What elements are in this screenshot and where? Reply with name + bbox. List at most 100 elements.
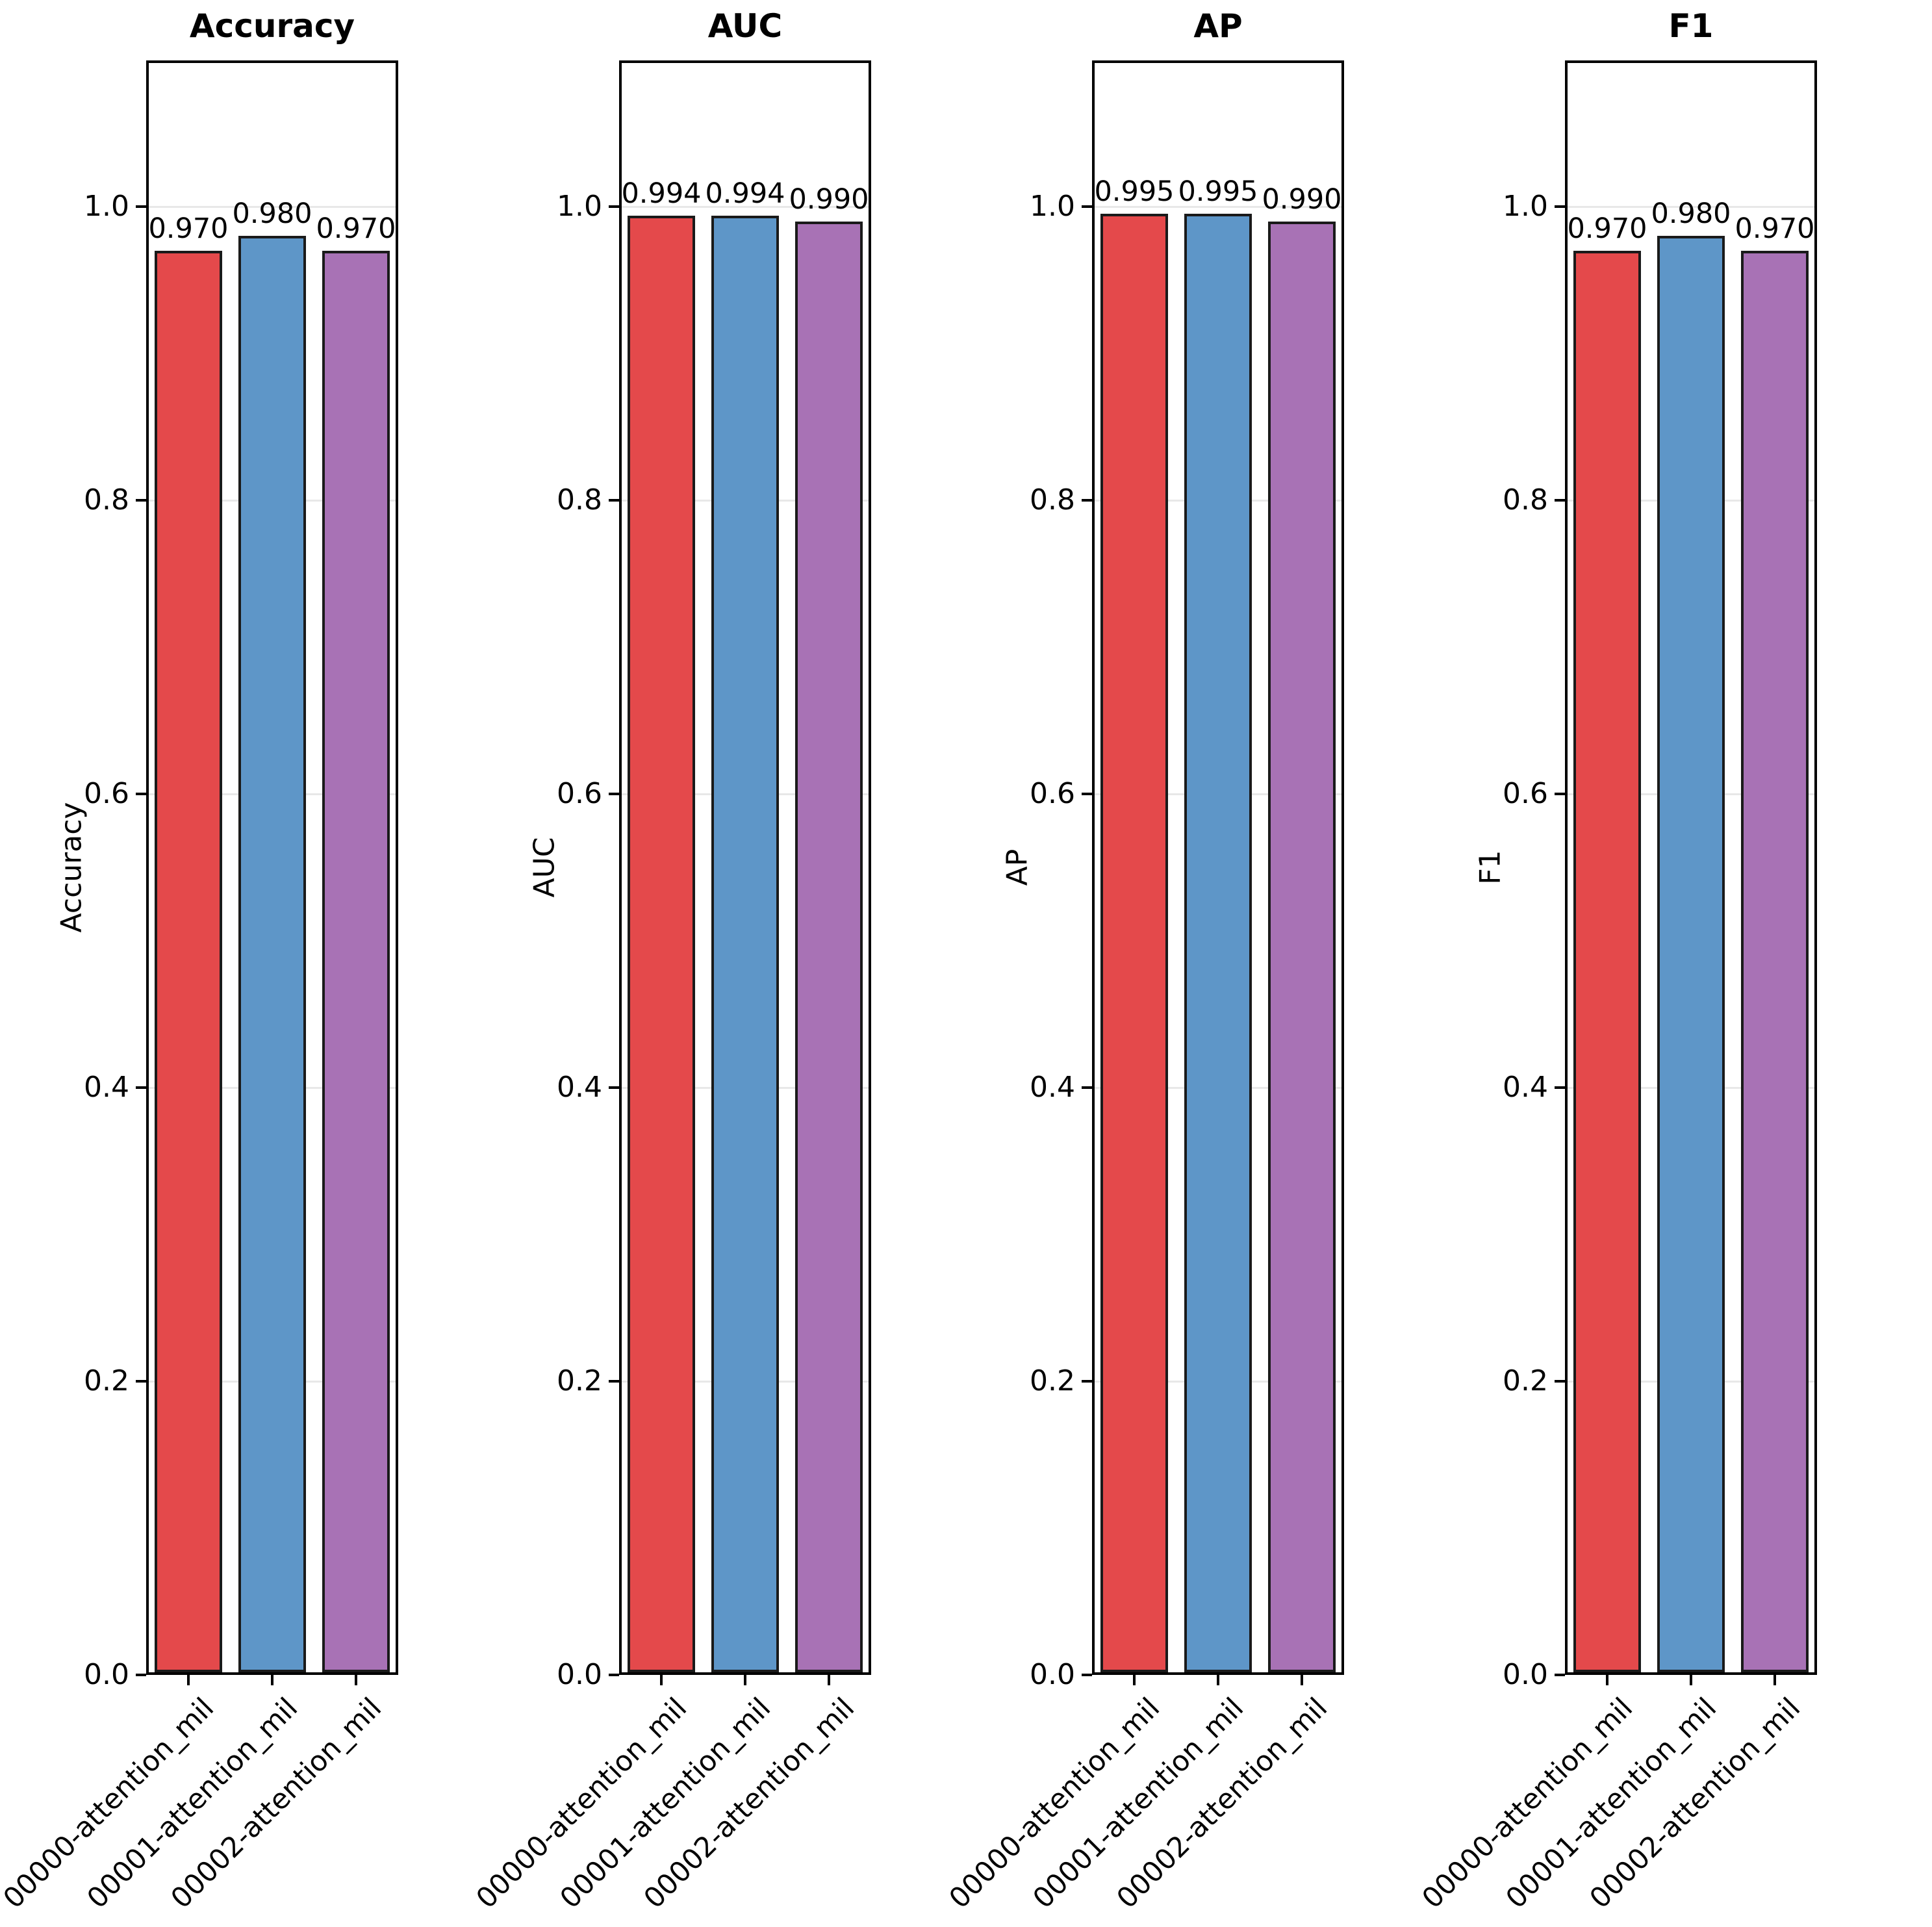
y-tick-mark — [136, 793, 146, 795]
panel-accuracy: Accuracy Accuracy 0.0 0.2 0.4 0.6 0.8 1.0 0.97… — [0, 0, 473, 1927]
y-axis-label: F1 — [1473, 850, 1507, 885]
y-tick-mark — [1082, 1674, 1092, 1676]
plot-area — [1092, 60, 1344, 1675]
y-tick-label: 0.0 — [1503, 1658, 1548, 1691]
x-tick-mark — [187, 1675, 190, 1685]
bar-value-label: 0.995 — [1178, 175, 1258, 208]
y-axis-label: AUC — [527, 837, 561, 898]
bar-value-label: 0.990 — [1262, 183, 1342, 216]
y-tick-mark — [136, 1086, 146, 1089]
y-tick-mark — [136, 205, 146, 208]
y-tick-mark — [1555, 1086, 1565, 1089]
bar-00000-attention_mil — [155, 251, 222, 1672]
bar-value-label: 0.980 — [232, 198, 312, 230]
gridline — [149, 206, 396, 208]
y-tick-mark — [609, 205, 619, 208]
y-axis-label: Accuracy — [55, 802, 88, 933]
x-tick-mark — [271, 1675, 273, 1685]
x-tick-mark — [660, 1675, 663, 1685]
y-tick-mark — [1555, 205, 1565, 208]
y-tick-mark — [609, 1380, 619, 1383]
bar-00002-attention_mil — [1268, 222, 1336, 1672]
y-tick-label: 0.4 — [1503, 1071, 1548, 1104]
y-tick-label: 0.6 — [1503, 777, 1548, 810]
y-tick-mark — [609, 793, 619, 795]
x-tick-mark — [828, 1675, 830, 1685]
bar-00000-attention_mil — [1100, 214, 1168, 1672]
gridline — [1095, 206, 1341, 208]
bar-value-label: 0.970 — [148, 212, 229, 245]
x-tick-mark — [1133, 1675, 1136, 1685]
y-tick-label: 1.0 — [557, 190, 602, 223]
bar-00001-attention_mil — [1184, 214, 1252, 1672]
bar-value-label: 0.994 — [705, 177, 785, 210]
y-tick-mark — [1082, 1380, 1092, 1383]
y-tick-label: 0.8 — [557, 483, 602, 517]
x-tick-mark — [1773, 1675, 1776, 1685]
y-tick-label: 0.8 — [1503, 483, 1548, 517]
y-tick-mark — [1082, 1086, 1092, 1089]
panel-title: AUC — [707, 7, 783, 45]
bar-00001-attention_mil — [238, 236, 306, 1672]
x-tick-mark — [1217, 1675, 1219, 1685]
y-tick-label: 0.0 — [1030, 1658, 1075, 1691]
plot-area — [619, 60, 871, 1675]
y-tick-mark — [1082, 499, 1092, 502]
bar-00002-attention_mil — [322, 251, 390, 1672]
y-tick-label: 1.0 — [1503, 190, 1548, 223]
y-tick-mark — [136, 499, 146, 502]
y-tick-label: 0.4 — [84, 1071, 129, 1104]
gridline — [622, 206, 869, 208]
y-tick-mark — [136, 1380, 146, 1383]
y-tick-mark — [1555, 793, 1565, 795]
x-tick-mark — [1690, 1675, 1692, 1685]
y-tick-label: 0.4 — [557, 1071, 602, 1104]
y-tick-label: 0.4 — [1030, 1071, 1075, 1104]
bar-00000-attention_mil — [1573, 251, 1641, 1672]
y-tick-mark — [136, 1674, 146, 1676]
y-tick-label: 0.8 — [1030, 483, 1075, 517]
y-tick-label: 0.2 — [557, 1364, 602, 1397]
y-tick-mark — [609, 499, 619, 502]
x-tick-mark — [355, 1675, 357, 1685]
y-tick-label: 0.6 — [1030, 777, 1075, 810]
y-tick-label: 0.2 — [84, 1364, 129, 1397]
bar-value-label: 0.980 — [1651, 198, 1731, 230]
y-tick-label: 1.0 — [1030, 190, 1075, 223]
bar-00002-attention_mil — [1741, 251, 1809, 1672]
panel-title: Accuracy — [189, 7, 355, 45]
y-tick-label: 0.6 — [557, 777, 602, 810]
x-tick-mark — [1606, 1675, 1608, 1685]
panel-title: F1 — [1668, 7, 1714, 45]
gridline — [1568, 206, 1814, 208]
panel-f1: F1 F1 0.0 0.2 0.4 0.6 0.8 1.0 0.970 00000-atten… — [1416, 0, 1892, 1927]
bar-00001-attention_mil — [711, 216, 779, 1672]
y-tick-mark — [1082, 205, 1092, 208]
y-tick-mark — [1555, 1380, 1565, 1383]
y-tick-label: 0.0 — [557, 1658, 602, 1691]
bar-value-label: 0.990 — [789, 183, 869, 216]
bar-00000-attention_mil — [628, 216, 695, 1672]
y-axis-label: AP — [1000, 849, 1034, 886]
bar-value-label: 0.970 — [1735, 212, 1815, 245]
bar-value-label: 0.994 — [621, 177, 702, 210]
y-tick-mark — [1555, 1674, 1565, 1676]
plot-area — [146, 60, 398, 1675]
plot-area — [1565, 60, 1817, 1675]
bar-value-label: 0.995 — [1094, 175, 1175, 208]
y-tick-label: 0.6 — [84, 777, 129, 810]
bar-value-label: 0.970 — [316, 212, 396, 245]
bar-00002-attention_mil — [795, 222, 863, 1672]
y-tick-label: 0.2 — [1503, 1364, 1548, 1397]
panel-title: AP — [1193, 7, 1243, 45]
y-tick-label: 0.0 — [84, 1658, 129, 1691]
bar-00001-attention_mil — [1657, 236, 1725, 1672]
bar-value-label: 0.970 — [1567, 212, 1647, 245]
y-tick-mark — [609, 1086, 619, 1089]
x-tick-mark — [1301, 1675, 1303, 1685]
y-tick-mark — [1555, 499, 1565, 502]
panel-auc: AUC AUC 0.0 0.2 0.4 0.6 0.8 1.0 0.994 00000-att… — [470, 0, 946, 1927]
x-tick-mark — [744, 1675, 746, 1685]
panel-ap: AP AP 0.0 0.2 0.4 0.6 0.8 1.0 0.995 00000-atten… — [943, 0, 1419, 1927]
